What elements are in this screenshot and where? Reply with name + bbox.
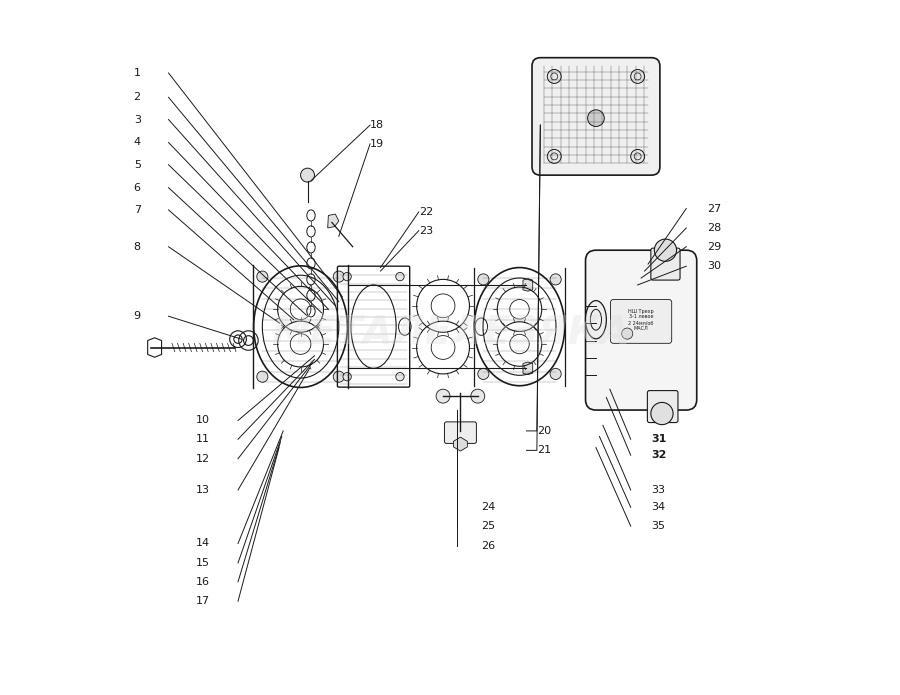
Text: МЕТАЛЕЛЕЗЯКА: МЕТАЛЕЛЕЗЯКА — [271, 315, 629, 352]
Text: 16: 16 — [196, 577, 211, 587]
Circle shape — [550, 274, 562, 285]
Text: 14: 14 — [196, 539, 211, 548]
Text: 24: 24 — [482, 502, 496, 512]
Text: 25: 25 — [482, 521, 495, 531]
Circle shape — [631, 70, 644, 83]
Polygon shape — [454, 437, 467, 451]
Text: 18: 18 — [370, 120, 384, 130]
Text: 5: 5 — [134, 160, 140, 170]
Circle shape — [396, 272, 404, 281]
Text: 13: 13 — [196, 485, 211, 495]
Circle shape — [343, 272, 351, 281]
Text: 9: 9 — [133, 311, 140, 321]
Circle shape — [651, 402, 673, 425]
Text: 23: 23 — [418, 226, 433, 236]
Circle shape — [256, 371, 268, 382]
Circle shape — [301, 168, 314, 182]
Circle shape — [478, 368, 489, 379]
Text: 7: 7 — [133, 205, 140, 215]
Polygon shape — [328, 214, 338, 228]
Circle shape — [471, 389, 485, 403]
FancyBboxPatch shape — [586, 250, 697, 410]
Circle shape — [654, 239, 677, 261]
FancyBboxPatch shape — [532, 58, 660, 175]
Text: 29: 29 — [707, 242, 722, 252]
Text: 4: 4 — [133, 138, 140, 147]
Circle shape — [550, 368, 562, 379]
Text: 2: 2 — [133, 92, 140, 102]
Circle shape — [588, 110, 604, 126]
Text: 22: 22 — [418, 207, 433, 217]
Text: 34: 34 — [652, 502, 666, 512]
Text: 33: 33 — [652, 485, 666, 495]
Text: 6: 6 — [134, 183, 140, 193]
Polygon shape — [523, 362, 533, 375]
FancyBboxPatch shape — [651, 248, 680, 280]
Text: 8: 8 — [133, 242, 140, 252]
Circle shape — [343, 373, 351, 381]
Circle shape — [256, 271, 268, 282]
Circle shape — [478, 274, 489, 285]
Text: 21: 21 — [536, 445, 551, 455]
Text: 30: 30 — [707, 261, 721, 271]
Text: 17: 17 — [196, 596, 211, 606]
FancyBboxPatch shape — [445, 422, 476, 443]
Circle shape — [622, 328, 633, 339]
Text: НШ Трехр
3-1 левое
2 24мл/об
МАСЛ: НШ Трехр 3-1 левое 2 24мл/об МАСЛ — [628, 309, 654, 331]
Text: 19: 19 — [370, 139, 384, 149]
Circle shape — [547, 70, 562, 83]
Circle shape — [631, 149, 644, 163]
FancyBboxPatch shape — [610, 300, 671, 343]
Polygon shape — [523, 279, 533, 291]
Text: 11: 11 — [196, 434, 211, 444]
Circle shape — [547, 149, 562, 163]
Circle shape — [396, 373, 404, 381]
Text: 35: 35 — [652, 521, 666, 531]
Text: 28: 28 — [707, 223, 722, 233]
Circle shape — [333, 371, 345, 382]
FancyBboxPatch shape — [647, 391, 678, 423]
Text: 20: 20 — [536, 426, 551, 436]
Text: 15: 15 — [196, 558, 211, 568]
Text: 26: 26 — [482, 541, 495, 550]
Text: 3: 3 — [134, 115, 140, 124]
Circle shape — [333, 271, 345, 282]
Ellipse shape — [586, 300, 607, 339]
Circle shape — [436, 389, 450, 403]
Text: 32: 32 — [652, 450, 667, 460]
Text: 1: 1 — [134, 68, 140, 78]
Text: 10: 10 — [196, 416, 211, 425]
Text: 31: 31 — [652, 434, 667, 444]
Text: 12: 12 — [196, 454, 211, 464]
Text: 27: 27 — [707, 204, 722, 213]
